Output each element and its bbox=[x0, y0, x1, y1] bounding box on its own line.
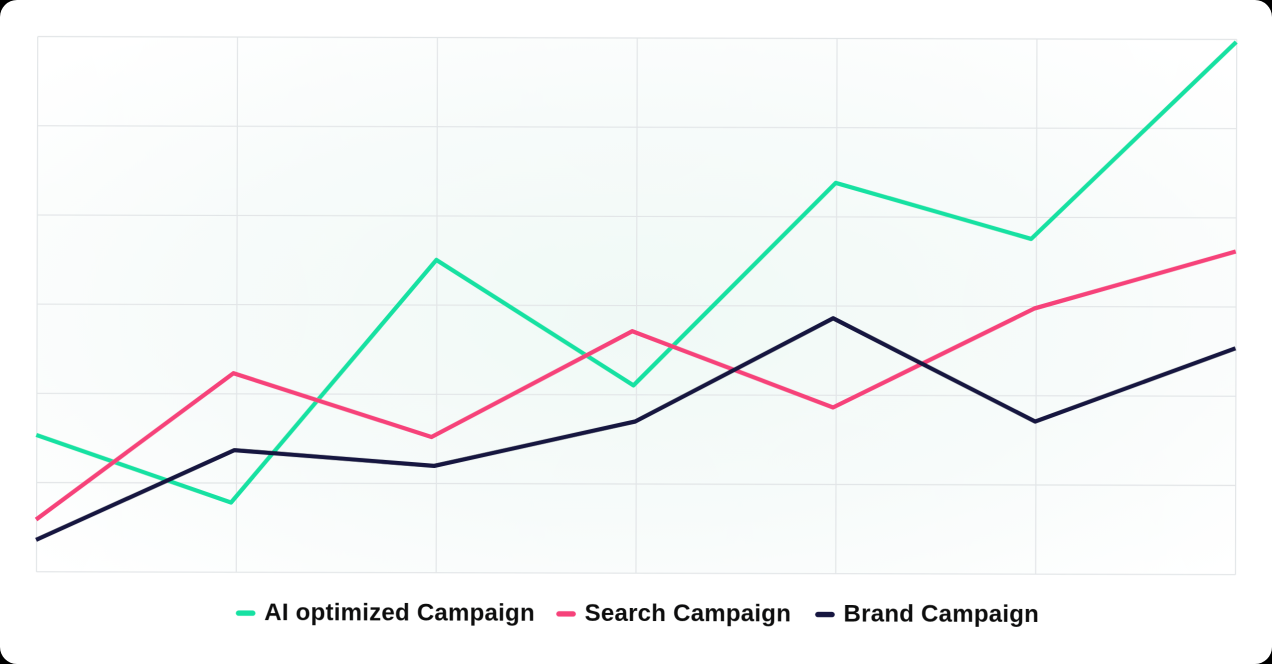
svg-text:AI optimized Campaign: AI optimized Campaign bbox=[264, 599, 535, 627]
svg-text:Search Campaign: Search Campaign bbox=[585, 600, 792, 627]
svg-text:Brand Campaign: Brand Campaign bbox=[844, 600, 1040, 627]
